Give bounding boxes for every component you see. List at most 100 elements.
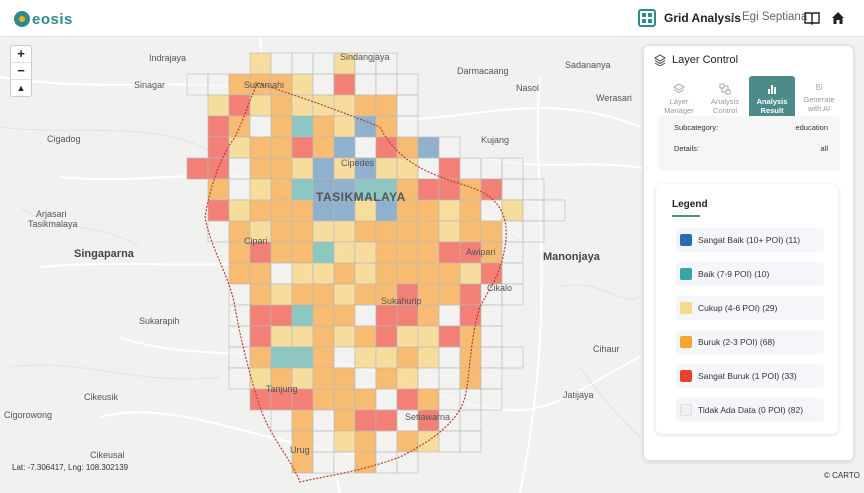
- grid-cell[interactable]: [270, 346, 293, 369]
- grid-cell[interactable]: [228, 283, 251, 306]
- grid-cell[interactable]: [228, 367, 251, 390]
- grid-cell[interactable]: [480, 199, 503, 222]
- grid-cell[interactable]: [249, 283, 272, 306]
- grid-cell[interactable]: [459, 325, 482, 348]
- grid-cell[interactable]: [291, 115, 314, 138]
- legend-item[interactable]: Tidak Ada Data (0 POI) (82): [676, 398, 824, 422]
- grid-cell[interactable]: [291, 157, 314, 180]
- grid-cell[interactable]: [207, 220, 230, 243]
- grid-cell[interactable]: [312, 451, 335, 474]
- grid-cell[interactable]: [333, 136, 356, 159]
- grid-cell[interactable]: [354, 388, 377, 411]
- grid-cell[interactable]: [354, 262, 377, 285]
- grid-cell[interactable]: [438, 283, 461, 306]
- grid-cell[interactable]: [333, 262, 356, 285]
- grid-cell[interactable]: [396, 220, 419, 243]
- grid-cell[interactable]: [291, 346, 314, 369]
- grid-cell[interactable]: [501, 262, 524, 285]
- grid-cell[interactable]: [375, 430, 398, 453]
- grid-cell[interactable]: [249, 325, 272, 348]
- grid-cell[interactable]: [396, 136, 419, 159]
- grid-cell[interactable]: [396, 157, 419, 180]
- grid-cell[interactable]: [480, 304, 503, 327]
- grid-cell[interactable]: [375, 262, 398, 285]
- grid-cell[interactable]: [438, 178, 461, 201]
- grid-cell[interactable]: [417, 136, 440, 159]
- grid-cell[interactable]: [459, 262, 482, 285]
- grid-cell[interactable]: [312, 115, 335, 138]
- grid-cell[interactable]: [522, 220, 545, 243]
- grid-cell[interactable]: [270, 115, 293, 138]
- grid-cell[interactable]: [438, 241, 461, 264]
- compass-icon[interactable]: ▲: [16, 83, 26, 93]
- grid-cell[interactable]: [543, 199, 566, 222]
- map-attribution[interactable]: © CARTO: [824, 471, 860, 480]
- grid-cell[interactable]: [375, 367, 398, 390]
- grid-cell[interactable]: [333, 430, 356, 453]
- grid-cell[interactable]: [417, 262, 440, 285]
- grid-cell[interactable]: [312, 220, 335, 243]
- grid-cell[interactable]: [438, 136, 461, 159]
- zoom-in-button[interactable]: +: [11, 46, 31, 63]
- grid-cell[interactable]: [228, 262, 251, 285]
- app-logo[interactable]: eosis: [14, 9, 73, 29]
- grid-cell[interactable]: [354, 283, 377, 306]
- grid-cell[interactable]: [501, 157, 524, 180]
- grid-cell[interactable]: [270, 136, 293, 159]
- grid-cell[interactable]: [480, 367, 503, 390]
- book-icon[interactable]: [804, 10, 820, 26]
- grid-cell[interactable]: [333, 409, 356, 432]
- grid-cell[interactable]: [375, 241, 398, 264]
- grid-cell[interactable]: [417, 157, 440, 180]
- grid-cell[interactable]: [438, 367, 461, 390]
- grid-cell[interactable]: [291, 304, 314, 327]
- grid-cell[interactable]: [312, 52, 335, 75]
- grid-cell[interactable]: [249, 346, 272, 369]
- grid-cell[interactable]: [228, 304, 251, 327]
- grid-cell[interactable]: [459, 157, 482, 180]
- grid-cell[interactable]: [333, 325, 356, 348]
- grid-cell[interactable]: [312, 157, 335, 180]
- grid-cell[interactable]: [333, 346, 356, 369]
- grid-cell[interactable]: [396, 451, 419, 474]
- grid-cell[interactable]: [375, 73, 398, 96]
- grid-cell[interactable]: [333, 73, 356, 96]
- grid-cell[interactable]: [249, 157, 272, 180]
- grid-cell[interactable]: [291, 241, 314, 264]
- grid-cell[interactable]: [375, 325, 398, 348]
- grid-cell[interactable]: [270, 157, 293, 180]
- grid-cell[interactable]: [291, 52, 314, 75]
- grid-cell[interactable]: [270, 283, 293, 306]
- grid-cell[interactable]: [375, 304, 398, 327]
- legend-item[interactable]: Sangat Baik (10+ POI) (11): [676, 228, 824, 252]
- grid-cell[interactable]: [396, 262, 419, 285]
- grid-cell[interactable]: [501, 199, 524, 222]
- grid-cell[interactable]: [249, 304, 272, 327]
- grid-cell[interactable]: [291, 409, 314, 432]
- grid-cell[interactable]: [354, 94, 377, 117]
- grid-cell[interactable]: [396, 241, 419, 264]
- grid-cell[interactable]: [354, 220, 377, 243]
- grid-cell[interactable]: [438, 304, 461, 327]
- grid-cell[interactable]: [459, 367, 482, 390]
- grid-cell[interactable]: [501, 178, 524, 201]
- grid-cell[interactable]: [333, 241, 356, 264]
- grid-cell[interactable]: [228, 157, 251, 180]
- grid-cell[interactable]: [375, 94, 398, 117]
- grid-cell[interactable]: [480, 388, 503, 411]
- grid-cell[interactable]: [207, 115, 230, 138]
- grid-cell[interactable]: [375, 220, 398, 243]
- grid-cell[interactable]: [270, 304, 293, 327]
- grid-cell[interactable]: [396, 94, 419, 117]
- grid-cell[interactable]: [396, 388, 419, 411]
- grid-cell[interactable]: [207, 136, 230, 159]
- grid-cell[interactable]: [249, 115, 272, 138]
- grid-cell[interactable]: [312, 409, 335, 432]
- grid-cell[interactable]: [312, 430, 335, 453]
- grid-cell[interactable]: [270, 409, 293, 432]
- grid-cell[interactable]: [396, 115, 419, 138]
- grid-cell[interactable]: [270, 241, 293, 264]
- grid-cell[interactable]: [291, 73, 314, 96]
- home-icon[interactable]: [830, 10, 846, 26]
- grid-cell[interactable]: [312, 367, 335, 390]
